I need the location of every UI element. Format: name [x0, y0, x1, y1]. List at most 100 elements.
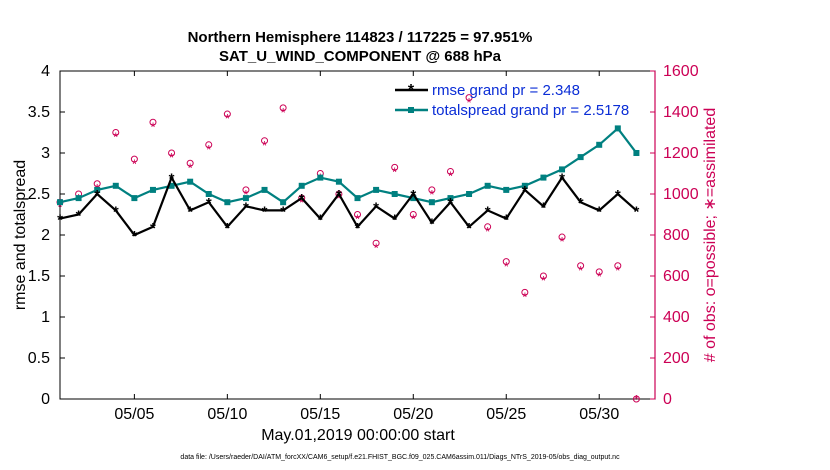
- y-right-axis-ticks: 0 200 400 600 800 1000 1200 1400 1600: [650, 63, 699, 408]
- obs-possible-point: [446, 167, 454, 175]
- obs-assimilated-point: *: [504, 259, 509, 274]
- totalspread-point: [559, 166, 566, 173]
- chart-title-line1: Northern Hemisphere 114823 / 117225 = 97…: [188, 29, 533, 46]
- totalspread-point: [112, 182, 119, 189]
- rmse-point: *: [94, 187, 100, 204]
- legend-spread-label: totalspread grand pr = 2.5178: [432, 102, 629, 119]
- obs-assimilated-point: *: [262, 138, 267, 153]
- y-left-tick-label: 4: [41, 63, 50, 80]
- obs-possible-point: [465, 94, 473, 102]
- obs-assimilated-point: *: [113, 130, 118, 145]
- rmse-point: *: [429, 216, 435, 233]
- y-right-tick-label: 400: [663, 309, 690, 326]
- totalspread-point: [317, 174, 324, 181]
- rmse-point: *: [615, 187, 621, 204]
- rmse-point: *: [596, 203, 602, 220]
- obs-assimilated-point: *: [206, 142, 211, 157]
- totalspread-point: [149, 186, 156, 193]
- totalspread-point: [391, 191, 398, 197]
- obs-possible-point: [279, 104, 287, 112]
- obs-possible-point: [298, 194, 306, 202]
- y-left-tick-label: 1: [41, 309, 50, 326]
- obs-possible-point: [130, 155, 138, 163]
- totalspread-line: [59, 126, 638, 204]
- y-left-axis-label: rmse and totalspread: [12, 160, 29, 310]
- rmse-point: *: [150, 220, 156, 237]
- obs-assimilated-point: *: [355, 212, 360, 227]
- obs-possible-point: [93, 180, 101, 188]
- obs-assimilated-point: *: [597, 269, 602, 284]
- y-left-axis-ticks: 0 0.5 1 1.5 2 2.5 3 3.5 4: [28, 63, 65, 408]
- y-right-tick-label: 1600: [663, 63, 699, 80]
- totalspread-point: [57, 199, 63, 206]
- rmse-series: * **** *** *** * ************ ***** ***: [57, 171, 639, 245]
- rmse-point: *: [57, 212, 63, 229]
- rmse-point: *: [131, 228, 137, 245]
- obs-possible-point: [354, 211, 361, 218]
- y-left-tick-label: 3: [41, 145, 50, 162]
- obs-assimilated-point: *: [392, 164, 397, 179]
- totalspread-point: [94, 186, 101, 193]
- obs-possible-point: [502, 258, 510, 266]
- chart-title-line2: SAT_U_WIND_COMPONENT @ 688 hPa: [219, 48, 502, 65]
- totalspread-point: [614, 125, 621, 132]
- totalspread-point: [280, 199, 287, 206]
- legend: * rmse grand pr = 2.348 totalspread gran…: [395, 82, 629, 119]
- rmse-point: *: [76, 208, 82, 225]
- obs-possible-point: [632, 395, 640, 403]
- obs-possible-point: [539, 272, 547, 280]
- x-tick-label: 05/05: [114, 406, 154, 423]
- obs-possible-point: [242, 186, 250, 194]
- rmse-point: *: [243, 199, 249, 216]
- obs-possible-point: [372, 239, 380, 247]
- y-left-tick-label: 2.5: [28, 186, 50, 203]
- totalspread-point: [577, 154, 584, 161]
- rmse-point: *: [169, 171, 175, 188]
- totalspread-point: [373, 186, 380, 193]
- obs-assimilated-point: *: [132, 156, 137, 171]
- obs-assimilated-point: *: [243, 187, 248, 202]
- obs-assimilated-point: *: [485, 224, 490, 239]
- rmse-line: [59, 175, 638, 237]
- y-right-axis-label: # of obs: o=possible; ∗=assimilated: [702, 108, 719, 362]
- y-left-tick-label: 0: [41, 391, 50, 408]
- svg-text:*: *: [408, 82, 415, 99]
- y-right-tick-label: 0: [663, 391, 672, 408]
- y-left-tick-label: 3.5: [28, 104, 50, 121]
- obs-possible-point: [391, 163, 399, 171]
- obs-assimilated-point: *: [448, 169, 453, 184]
- obs-assimilated-point: *: [225, 111, 230, 126]
- rmse-point: *: [206, 195, 212, 212]
- obs-assimilated-point: *: [578, 263, 583, 278]
- obs-assimilated-point: *: [522, 290, 527, 305]
- obs-possible-point: [484, 223, 492, 231]
- y-left-tick-label: 2: [41, 227, 50, 244]
- obs-possible-point: [558, 233, 566, 241]
- obs-assimilated-point: *: [467, 95, 472, 110]
- y-right-tick-label: 800: [663, 227, 690, 244]
- obs-assimilated-point: *: [57, 199, 62, 214]
- obs-assimilated-point: *: [634, 392, 639, 407]
- x-tick-label: 05/10: [207, 406, 247, 423]
- rmse-point: *: [410, 187, 416, 204]
- obs-possible-point: [205, 141, 213, 149]
- legend-rmse-label: rmse grand pr = 2.348: [432, 82, 580, 99]
- obs-possible-point: [521, 288, 529, 296]
- rmse-point: *: [448, 195, 454, 212]
- obs-assimilated-point: *: [150, 119, 155, 134]
- totalspread-point: [75, 195, 82, 202]
- y-right-tick-label: 1200: [663, 145, 699, 162]
- obs-assimilated-point: *: [429, 187, 434, 202]
- rmse-point: *: [522, 183, 528, 200]
- obs-assimilated-point: *: [299, 195, 304, 210]
- obs-assimilated-point: *: [560, 234, 565, 249]
- obs-assimilated-point: *: [336, 191, 341, 206]
- totalspread-point: [205, 191, 212, 197]
- totalspread-point: [168, 182, 175, 189]
- totalspread-point: [335, 178, 342, 185]
- obs-assimilated-point: *: [169, 150, 174, 165]
- obs-possible-point: [112, 129, 120, 136]
- y-right-tick-label: 200: [663, 350, 690, 367]
- totalspread-point: [466, 191, 473, 197]
- y-left-tick-label: 0.5: [28, 350, 50, 367]
